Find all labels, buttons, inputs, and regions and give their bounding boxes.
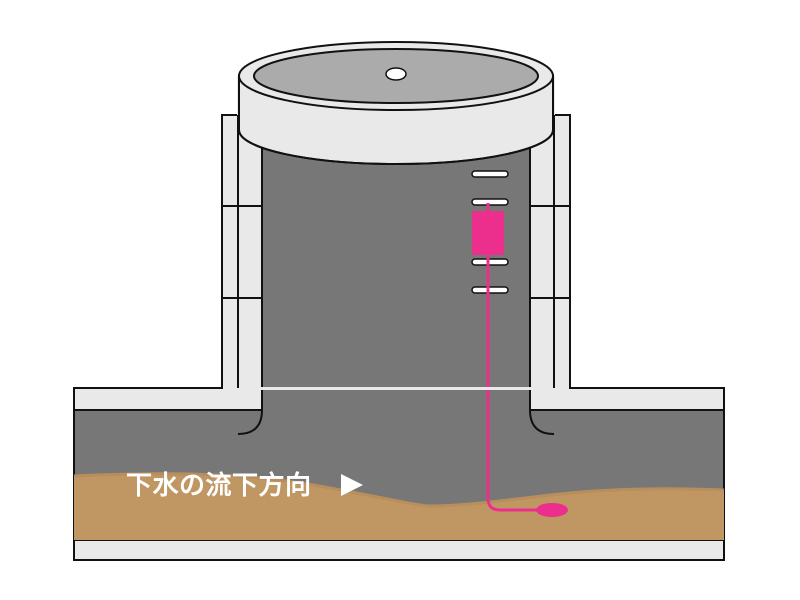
ladder-rung <box>472 259 508 265</box>
sensor-device <box>472 211 504 255</box>
ladder-rung <box>472 199 508 205</box>
ladder-rung <box>472 287 508 293</box>
mask-pipe-top <box>223 387 569 390</box>
ladder-rung <box>472 171 508 177</box>
flow-direction-label: 下水の流下方向 <box>126 470 312 500</box>
sensor-probe <box>536 503 568 517</box>
manhole-diagram: 下水の流下方向 <box>0 0 800 600</box>
lid-keyhole <box>386 68 406 80</box>
